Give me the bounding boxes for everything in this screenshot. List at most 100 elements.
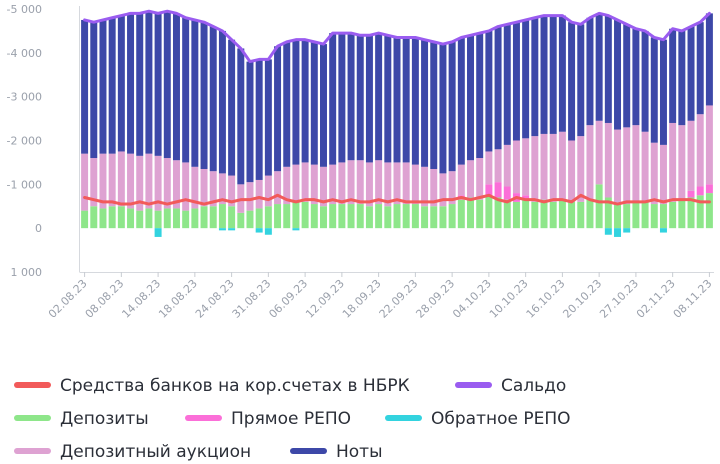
bar-segment [568, 22, 576, 141]
x-tick-label: 02.08.23 [46, 277, 90, 321]
bar-segment [329, 164, 337, 205]
x-tick-label: 06.09.23 [266, 277, 310, 321]
bar-segment [384, 206, 392, 229]
legend-label: Обратное РЕПО [431, 409, 571, 429]
bar-segment [154, 210, 162, 229]
bar-segment [448, 204, 456, 229]
bar-segment [485, 195, 493, 229]
bar-segment [246, 61, 254, 183]
bar-segment [549, 133, 557, 202]
bar-segment [117, 15, 125, 152]
x-tick-label: 14.08.23 [119, 277, 163, 321]
bar-segment [411, 164, 419, 205]
legend-label: Ноты [336, 442, 383, 462]
bar-segment [402, 37, 410, 163]
bar-segment [172, 13, 180, 161]
y-tick-label: -2 000 [7, 135, 42, 148]
bar-segment [586, 125, 594, 200]
bar-segment [595, 120, 603, 185]
bar-segment [577, 24, 585, 137]
bar-segment [503, 186, 511, 200]
bar-segment [494, 182, 502, 198]
bar-segment [81, 19, 89, 154]
bar-segment [512, 201, 520, 229]
y-tick-label: 1 000 [11, 266, 43, 279]
bar-segment [99, 153, 107, 209]
bar-segment [127, 13, 135, 154]
bar-segment [540, 199, 548, 229]
bar-segment [172, 208, 180, 229]
bar-segment [632, 125, 640, 202]
bar-segment [264, 206, 272, 229]
bar-segment [531, 201, 539, 229]
bar-segment [301, 39, 309, 163]
bar-segment [669, 28, 677, 123]
bar-segment [356, 160, 364, 205]
bar-segment [375, 204, 383, 229]
x-tick-label: 31.08.23 [230, 277, 274, 321]
bar-segment [512, 22, 520, 141]
bar-segment [228, 39, 236, 176]
bar-segment [136, 13, 144, 156]
bar-segment [549, 15, 557, 134]
bar-segment [375, 33, 383, 161]
x-tick-label: 10.10.23 [487, 277, 531, 321]
bar-segment [191, 19, 199, 167]
bar-segment [467, 197, 474, 229]
bar-segment [614, 204, 622, 229]
legend-label: Прямое РЕПО [231, 409, 351, 429]
bar-segment [81, 153, 89, 211]
bar-segment [90, 206, 98, 229]
bar-segment [154, 13, 162, 156]
bar-segment [320, 166, 327, 207]
bar-segment [558, 15, 566, 132]
bar-segment [485, 151, 493, 185]
bar-segment [255, 228, 263, 233]
bar-segment [494, 197, 502, 229]
bar-segment [531, 17, 539, 137]
bar-segment [448, 41, 456, 172]
bar-segment [237, 212, 245, 229]
bar-segment [540, 15, 548, 134]
bar-segment [127, 208, 135, 229]
bar-segment [595, 184, 603, 229]
bar-segment [329, 204, 337, 229]
bar-segment [669, 201, 677, 229]
bar-segment [623, 204, 631, 229]
bar-segment [320, 206, 327, 229]
legend-label: Депозитный аукцион [60, 442, 251, 462]
bar-segment [457, 37, 465, 165]
bar-segment [604, 122, 612, 198]
bar-segment [246, 182, 254, 211]
bar-segment [292, 228, 300, 231]
bar-segment [430, 41, 438, 169]
bar-segment [145, 208, 153, 229]
bar-segment [687, 120, 695, 191]
bar-segment [641, 201, 649, 229]
bar-segment [255, 208, 263, 229]
bar-segment [200, 22, 208, 169]
bar-segment [320, 44, 327, 167]
bar-segment [365, 35, 373, 163]
bar-segment [218, 228, 226, 231]
bar-segment [411, 37, 419, 165]
bar-segment [145, 153, 153, 209]
bar-segment [393, 204, 401, 229]
bar-segment [641, 30, 649, 132]
bar-segment [347, 160, 355, 205]
bar-segment [705, 13, 713, 106]
bar-segment [678, 199, 686, 229]
bar-segment [696, 195, 704, 229]
bar-segment [421, 206, 429, 229]
bar-segment [705, 184, 713, 194]
bar-segment [448, 171, 456, 205]
bar-segment [264, 175, 272, 207]
bar-segment [347, 204, 355, 229]
bar-segment [402, 162, 410, 205]
bar-segment [338, 162, 346, 205]
bar-segment [301, 162, 309, 202]
x-tick-label: 27.10.23 [597, 277, 641, 321]
bar-segment [614, 228, 622, 237]
bar-segment [182, 162, 190, 211]
bar-segment [476, 158, 484, 200]
